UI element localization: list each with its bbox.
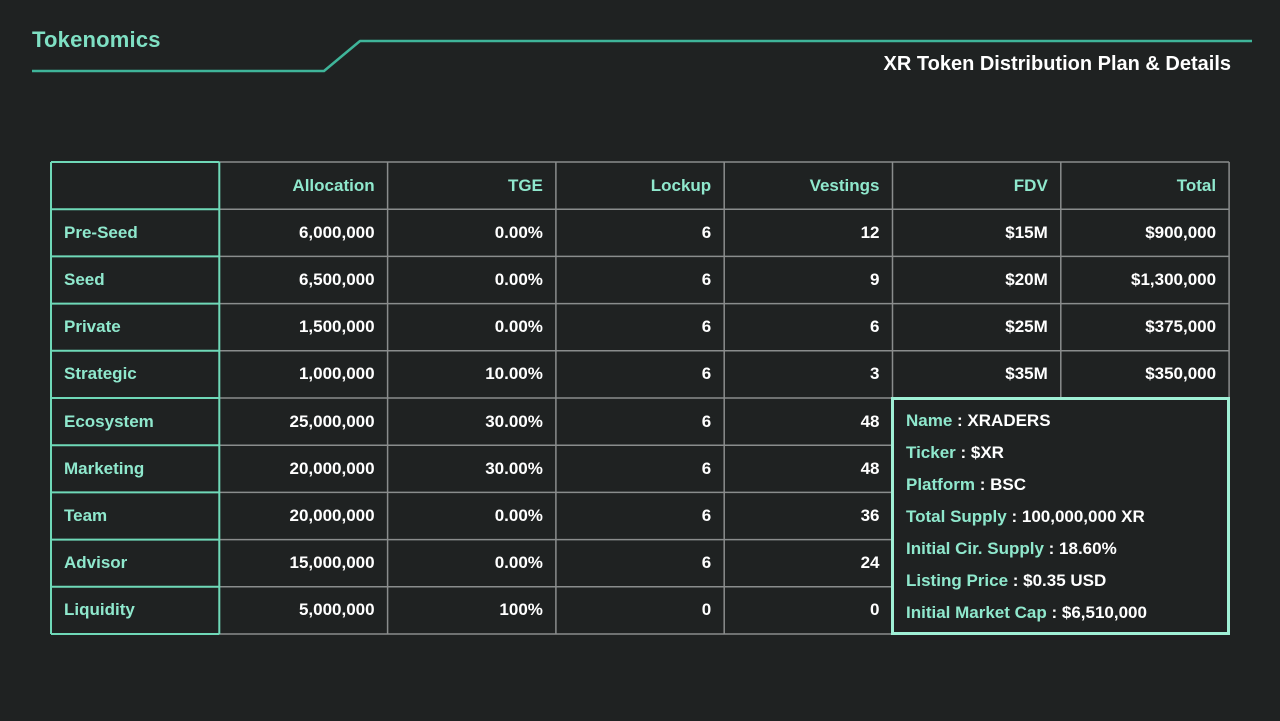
token-info-label: Initial Market Cap xyxy=(906,603,1047,622)
token-info-value: 100,000,000 XR xyxy=(1021,507,1145,526)
row-label: Private xyxy=(64,317,121,337)
cell-allocation: 15,000,000 xyxy=(289,553,375,573)
cell-vestings: 9 xyxy=(870,269,880,289)
cell-total: $375,000 xyxy=(1145,317,1217,337)
cell-tge: 0.00% xyxy=(494,553,543,573)
cell-vestings: 24 xyxy=(860,553,880,573)
token-info-separator: : xyxy=(1006,507,1022,526)
cell-lockup: 6 xyxy=(701,458,712,478)
cell-allocation: 6,500,000 xyxy=(298,269,375,289)
token-info-separator: : xyxy=(1046,603,1062,622)
token-info-value: $0.35 USD xyxy=(1023,571,1107,590)
cell-lockup: 6 xyxy=(701,317,712,337)
cell-allocation: 6,000,000 xyxy=(298,222,375,242)
token-info-label: Listing Price xyxy=(906,571,1009,590)
token-info-label: Ticker xyxy=(906,443,956,462)
cell-total: $350,000 xyxy=(1145,364,1217,384)
cell-total: $900,000 xyxy=(1145,222,1217,242)
row-label: Strategic xyxy=(64,364,137,384)
column-header-vestings: Vestings xyxy=(809,175,880,195)
token-info-separator: : xyxy=(1008,571,1024,590)
cell-allocation: 5,000,000 xyxy=(298,600,375,620)
cell-tge: 30.00% xyxy=(485,411,543,431)
token-info-value: $XR xyxy=(970,443,1004,462)
cell-vestings: 0 xyxy=(870,600,880,620)
cell-allocation: 20,000,000 xyxy=(289,458,375,478)
cell-tge: 0.00% xyxy=(494,505,543,525)
row-label: Advisor xyxy=(64,553,128,573)
token-info-label: Total Supply xyxy=(906,507,1007,526)
column-header-total: Total xyxy=(1176,175,1217,195)
token-info-label: Name xyxy=(906,411,953,430)
header-divider-line xyxy=(32,39,1252,73)
cell-vestings: 6 xyxy=(870,317,880,337)
token-info-separator: : xyxy=(974,475,991,494)
cell-lockup: 6 xyxy=(701,505,712,525)
cell-allocation: 20,000,000 xyxy=(289,505,375,525)
cell-lockup: 6 xyxy=(701,553,712,573)
table-grid-lines xyxy=(50,161,1230,635)
cell-tge: 100% xyxy=(499,600,543,620)
token-info-line: Initial Market Cap : $6,510,000 xyxy=(906,600,1227,632)
cell-lockup: 6 xyxy=(701,269,712,289)
column-header-lockup: Lockup xyxy=(650,175,712,195)
token-info-line: Listing Price : $0.35 USD xyxy=(906,568,1227,600)
cell-lockup: 6 xyxy=(701,364,712,384)
cell-total: $1,300,000 xyxy=(1131,269,1217,289)
cell-lockup: 6 xyxy=(701,222,712,242)
cell-vestings: 12 xyxy=(860,222,880,242)
row-label: Seed xyxy=(64,269,105,289)
cell-fdv: $20M xyxy=(1005,269,1048,289)
cell-tge: 10.00% xyxy=(485,364,543,384)
row-label: Team xyxy=(64,505,108,525)
brand-title: Tokenomics xyxy=(32,27,161,52)
token-info-label: Platform xyxy=(906,475,975,494)
cell-allocation: 1,000,000 xyxy=(298,364,375,384)
cell-fdv: $25M xyxy=(1005,317,1048,337)
token-info-line: Total Supply : 100,000,000 XR xyxy=(906,504,1227,536)
token-info-line: Ticker : $XR xyxy=(906,440,1227,472)
token-info-label: Initial Cir. Supply xyxy=(906,539,1044,558)
token-info-value: BSC xyxy=(990,475,1026,494)
cell-vestings: 3 xyxy=(870,364,880,384)
distribution-table: Allocation TGE Lockup Vestings FDV Total Pre-S… xyxy=(50,161,1230,635)
cell-vestings: 48 xyxy=(860,458,880,478)
token-info-value: XRADERS xyxy=(967,411,1051,430)
column-header-tge: TGE xyxy=(507,175,543,195)
row-label: Pre-Seed xyxy=(64,222,138,242)
token-info-box: Name : XRADERS Ticker : $XR Platform : BSC… xyxy=(891,397,1230,635)
row-label: Marketing xyxy=(64,458,145,478)
token-info-separator: : xyxy=(955,443,971,462)
cell-fdv: $35M xyxy=(1005,364,1048,384)
cell-tge: 30.00% xyxy=(485,458,543,478)
token-info-value: $6,510,000 xyxy=(1061,603,1147,622)
token-info-line: Name : XRADERS xyxy=(906,408,1227,440)
cell-lockup: 0 xyxy=(701,600,712,620)
cell-fdv: $15M xyxy=(1005,222,1048,242)
cell-allocation: 25,000,000 xyxy=(289,411,375,431)
page-subtitle: XR Token Distribution Plan & Details xyxy=(883,53,1231,75)
cell-allocation: 1,500,000 xyxy=(298,317,375,337)
cell-vestings: 48 xyxy=(860,411,880,431)
cell-vestings: 36 xyxy=(860,505,880,525)
cell-tge: 0.00% xyxy=(494,317,543,337)
token-info-value: 18.60% xyxy=(1059,539,1117,558)
cell-lockup: 6 xyxy=(701,411,712,431)
token-info-line: Initial Cir. Supply : 18.60% xyxy=(906,536,1227,568)
cell-tge: 0.00% xyxy=(494,222,543,242)
token-info-separator: : xyxy=(1043,539,1060,558)
token-info-line: Platform : BSC xyxy=(906,472,1227,504)
row-label: Ecosystem xyxy=(64,411,154,431)
token-info-separator: : xyxy=(952,411,968,430)
row-label: Liquidity xyxy=(64,600,135,620)
column-header-allocation: Allocation xyxy=(292,175,375,195)
cell-tge: 0.00% xyxy=(494,269,543,289)
column-header-fdv: FDV xyxy=(1013,175,1048,195)
